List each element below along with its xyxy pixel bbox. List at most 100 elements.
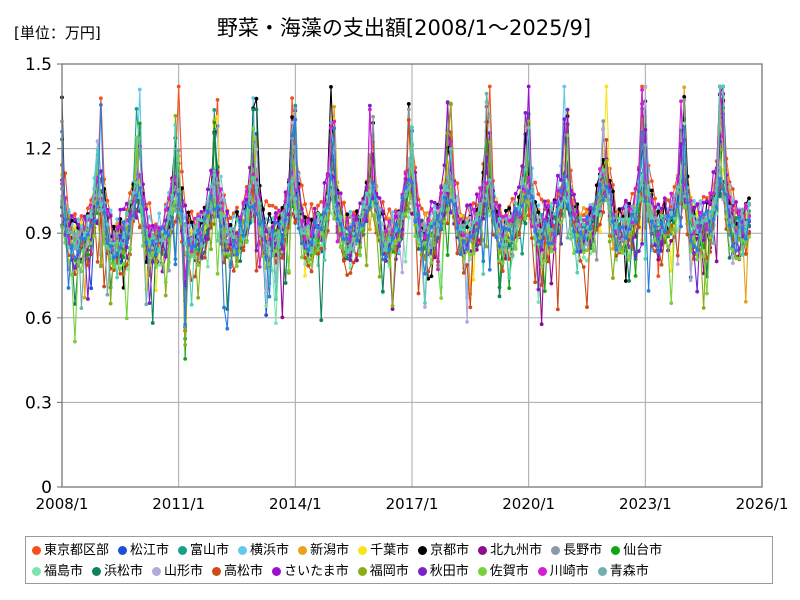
data-point-marker (150, 236, 155, 240)
data-point-marker (701, 254, 706, 259)
data-point-marker (471, 207, 476, 212)
data-point-marker (533, 180, 538, 185)
data-point-marker (743, 236, 748, 241)
data-point-marker (248, 205, 252, 210)
data-point-marker (504, 236, 508, 241)
data-point-marker (293, 220, 298, 224)
data-point-marker (507, 276, 512, 280)
data-point-marker (640, 241, 644, 246)
data-point-marker (419, 206, 424, 211)
data-point-marker (474, 242, 479, 247)
legend-item[interactable]: 高松市 (212, 565, 263, 578)
data-point-marker (124, 201, 129, 206)
data-point-marker (69, 230, 74, 234)
data-point-marker (530, 236, 534, 241)
data-point-marker (513, 191, 518, 196)
data-point-marker (380, 199, 385, 204)
legend-label: 川崎市 (549, 564, 589, 579)
legend-item[interactable]: 北九州市 (478, 544, 542, 557)
data-point-marker (523, 221, 528, 226)
data-point-marker (471, 251, 476, 256)
legend-item[interactable]: 千葉市 (358, 544, 409, 557)
legend-item[interactable]: 川崎市 (537, 564, 589, 579)
data-point-marker (82, 295, 87, 300)
legend-item[interactable]: 福岡市 (357, 565, 409, 578)
data-point-marker (205, 223, 210, 228)
data-point-marker (86, 206, 90, 211)
data-point-marker (235, 217, 239, 222)
data-point-marker (189, 302, 194, 307)
data-point-marker (137, 136, 142, 141)
data-point-marker (727, 255, 732, 260)
data-point-marker (128, 200, 132, 204)
legend-item[interactable]: 秋田市 (417, 565, 469, 578)
data-point-marker (675, 202, 680, 206)
data-point-marker (487, 114, 492, 119)
data-point-marker (192, 274, 197, 279)
legend-item[interactable]: 浜松市 (92, 565, 143, 578)
data-point-marker (397, 244, 401, 248)
data-point-marker (102, 284, 107, 289)
data-point-marker (367, 227, 372, 232)
data-point-marker (222, 213, 226, 218)
data-point-marker (303, 273, 307, 278)
data-point-marker (675, 185, 680, 189)
data-point-marker (254, 248, 259, 253)
data-point-marker (293, 107, 298, 111)
legend-item[interactable]: 仙台市 (611, 544, 662, 557)
data-point-marker (176, 148, 181, 153)
data-point-marker (283, 281, 288, 285)
legend-item[interactable]: 山形市 (152, 565, 203, 578)
data-point-marker (423, 241, 427, 245)
data-point-marker (319, 246, 324, 251)
data-point-marker (643, 84, 648, 89)
legend-item[interactable]: 新潟市 (298, 544, 349, 557)
legend-item[interactable]: 東京都区部 (32, 544, 109, 557)
data-point-marker (157, 248, 162, 253)
data-point-marker (536, 215, 541, 220)
data-point-marker (510, 196, 515, 201)
data-point-marker (614, 212, 619, 217)
data-point-marker (730, 187, 735, 191)
legend-item[interactable]: 青森市 (597, 565, 649, 578)
data-point-marker (523, 110, 528, 115)
data-point-marker (128, 216, 132, 221)
legend-item[interactable]: 京都市 (418, 544, 469, 557)
data-point-marker (322, 258, 327, 262)
data-point-marker (86, 297, 90, 301)
legend-item[interactable]: 松江市 (118, 544, 169, 557)
data-point-marker (416, 237, 421, 242)
data-point-marker (73, 232, 77, 237)
legend-item[interactable]: 佐賀市 (477, 565, 529, 578)
data-point-marker (727, 195, 732, 200)
data-point-marker (403, 171, 408, 176)
data-point-marker (299, 183, 304, 188)
data-point-marker (692, 226, 696, 230)
legend-item[interactable]: 富山市 (178, 544, 229, 557)
legend-item[interactable]: 長野市 (551, 544, 602, 557)
legend-item[interactable]: 福島市 (32, 565, 83, 578)
legend-item[interactable]: さいたま市 (272, 565, 349, 578)
data-point-marker (585, 210, 589, 215)
data-point-marker (329, 176, 333, 181)
data-point-marker (581, 255, 586, 260)
data-point-marker (69, 214, 74, 218)
data-point-marker (406, 107, 411, 112)
data-point-marker (717, 176, 722, 181)
data-point-marker (523, 167, 528, 172)
data-point-marker (189, 237, 194, 241)
data-point-marker (79, 220, 84, 225)
data-point-marker (251, 96, 256, 100)
legend-item[interactable]: 横浜市 (238, 544, 289, 557)
data-point-marker (682, 125, 687, 130)
data-point-marker (244, 189, 249, 193)
data-point-marker (445, 208, 450, 212)
data-point-marker (157, 231, 162, 236)
data-point-marker (468, 252, 473, 257)
data-point-marker (682, 95, 687, 99)
data-point-marker (429, 274, 434, 279)
data-point-marker (225, 251, 230, 256)
data-point-marker (241, 237, 246, 241)
data-point-marker (235, 205, 239, 210)
